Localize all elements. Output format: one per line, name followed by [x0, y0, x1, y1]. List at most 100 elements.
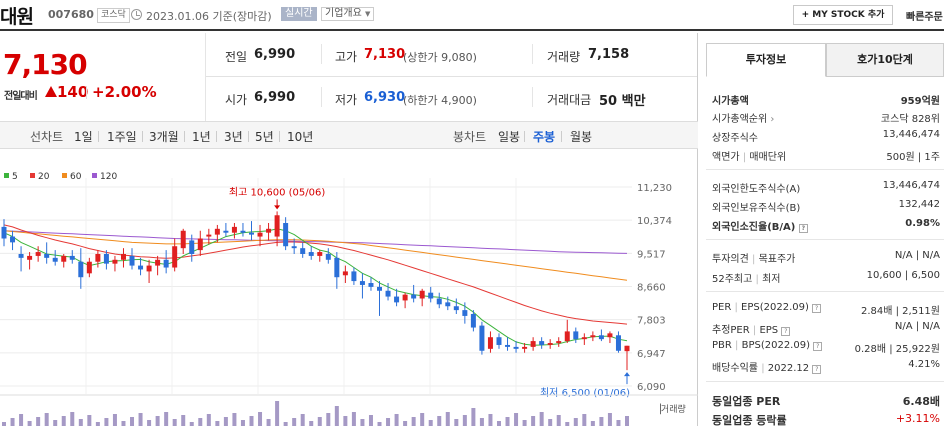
candle-body: [240, 230, 246, 233]
date-text: 2023.01.06 기준(장마감): [146, 10, 272, 23]
period-3m[interactable]: 3개월: [149, 130, 179, 144]
volume-bar: [428, 420, 433, 426]
sector-per-label: 동일업종 PER: [712, 395, 781, 408]
market-cap-rank-value: 코스닥 828위: [880, 114, 940, 125]
period-10y[interactable]: 10년: [287, 130, 314, 144]
volume-bar: [104, 418, 109, 426]
volume-bar: [471, 408, 476, 426]
volume-bar: [292, 418, 297, 426]
low-arrowhead-icon: [624, 372, 630, 377]
volume-bar: [19, 414, 24, 426]
volume-bar: [147, 420, 152, 426]
candle-body: [556, 341, 562, 344]
chevron-down-icon: ▼: [365, 10, 371, 18]
volume-bar: [317, 417, 322, 426]
panel-divider: [697, 33, 698, 426]
volume-bar: [215, 421, 220, 426]
stock-code: 007680: [48, 8, 94, 21]
quick-order-button[interactable]: 빠른주문: [906, 12, 943, 23]
volume-label: 거래량: [547, 50, 581, 64]
candle-monthly[interactable]: 월봉: [570, 130, 593, 144]
candle-body: [496, 337, 502, 345]
high-annotation: 최고 10,600 (05/06): [229, 186, 325, 198]
realtime-badge[interactable]: 실시간: [281, 7, 317, 21]
help-icon[interactable]: ?: [798, 224, 808, 233]
legend-label: 60: [70, 172, 82, 182]
toolbar-sep: [216, 131, 217, 142]
clock-icon: [131, 9, 142, 20]
market-cap-value: 959억원: [900, 96, 940, 107]
sector-change-value: +3.11%: [895, 412, 940, 425]
company-overview-dropdown[interactable]: 기업개요 ▼: [321, 7, 375, 21]
legend-label: 120: [100, 172, 118, 182]
dividend-value: 4.21%: [908, 359, 940, 370]
volume-bar: [488, 414, 493, 426]
candle-body: [505, 344, 511, 347]
w52-label: 52주최고: [712, 274, 753, 285]
company-name[interactable]: 대원: [0, 6, 34, 28]
est-per-value: N/A | N/A: [894, 321, 940, 332]
per-eps-value: 2.84배 | 2,511원: [860, 306, 940, 317]
candle-body: [308, 252, 314, 256]
legend-ma60: 60: [62, 172, 81, 182]
legend-ma20: 20: [30, 172, 49, 182]
up-arrow-icon: [45, 86, 57, 97]
info-arrow-icon: ›: [770, 114, 775, 125]
col-divider-4: [532, 87, 533, 107]
market-cap-label: 시가총액: [712, 96, 749, 107]
candle-body: [283, 223, 289, 247]
candle-body: [334, 257, 340, 278]
separator: |: [761, 363, 765, 374]
prev-close-value: 6,990: [254, 47, 296, 62]
per-eps-cell: PER | EPS(2022.09) ?: [712, 302, 822, 313]
est-eps-label: EPS: [759, 325, 779, 336]
candle-body: [351, 271, 357, 282]
volume-bar: [599, 417, 604, 426]
help-icon[interactable]: ?: [812, 365, 822, 374]
candle-body: [377, 286, 383, 291]
help-icon[interactable]: ?: [813, 342, 823, 351]
volume-bar: [78, 419, 83, 426]
market-badge: 코스닥: [97, 8, 130, 23]
stock-header: 대원 007680 코스닥 2023.01.06 기준(장마감) 실시간 기업개…: [0, 0, 944, 31]
candle-body: [291, 246, 297, 249]
volume-bar: [386, 418, 391, 426]
low-label: 저가: [335, 93, 358, 107]
tab-investment-info[interactable]: 투자정보: [706, 43, 826, 77]
sector-change-label: 동일업종 등락률: [712, 414, 787, 426]
add-mystock-button[interactable]: + MY STOCK 추가: [793, 5, 893, 25]
candle-body: [385, 290, 391, 297]
volume-bar: [454, 419, 459, 426]
volume-bar: [138, 413, 143, 426]
period-5y[interactable]: 5년: [255, 130, 274, 144]
weekly-candle-chart[interactable]: 11,230 10,374 9,517 8,660 7,803 6,947 6,090 최고 …: [0, 164, 698, 426]
period-3y[interactable]: 3년: [224, 130, 243, 144]
volume-bar: [232, 413, 237, 426]
lower-limit: (하한가 4,900): [403, 94, 477, 107]
candle-daily[interactable]: 일봉: [498, 130, 521, 144]
candle-body: [598, 335, 604, 340]
high-value: 7,130: [364, 47, 406, 62]
help-icon[interactable]: ?: [781, 327, 791, 336]
foreign-limit-value: 13,446,474: [882, 180, 940, 191]
y-tick-label: 7,803: [637, 316, 666, 327]
tab-order-book[interactable]: 호가10단계: [826, 43, 944, 77]
period-1d[interactable]: 1일: [74, 130, 93, 144]
current-price: 7,130: [3, 48, 88, 81]
volume-bar: [514, 413, 519, 426]
candle-body: [581, 337, 587, 340]
toolbar-sep: [248, 131, 249, 142]
period-1y[interactable]: 1년: [192, 130, 211, 144]
volume-bar: [437, 416, 442, 426]
col-divider-1: [321, 44, 322, 64]
candle-body: [274, 215, 280, 237]
sector-per-value: 6.48배: [902, 395, 940, 408]
candle-weekly[interactable]: 주봉: [533, 130, 556, 144]
volume-bar: [556, 415, 561, 426]
upper-limit: (상한가 9,080): [403, 51, 477, 64]
price-divider: [205, 33, 206, 121]
period-1w[interactable]: 1주일: [107, 130, 137, 144]
foreign-ratio-value: 0.98%: [905, 218, 940, 229]
help-icon[interactable]: ?: [812, 304, 822, 313]
volume-bar: [573, 418, 578, 426]
